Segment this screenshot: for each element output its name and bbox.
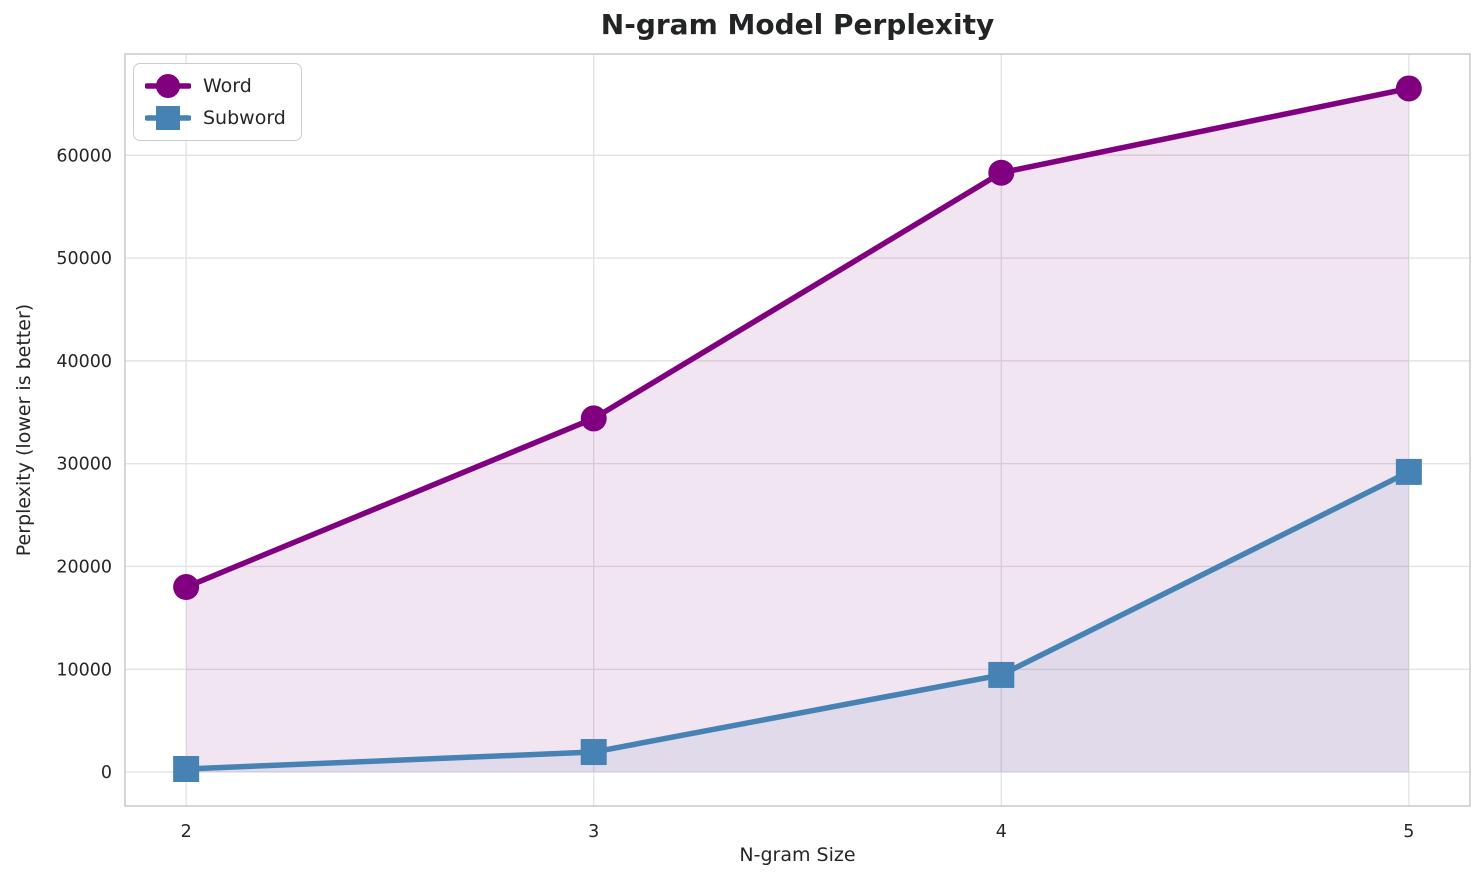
- svg-text:20000: 20000: [56, 557, 112, 577]
- svg-text:0: 0: [101, 763, 112, 783]
- svg-text:4: 4: [996, 822, 1007, 842]
- x-axis-label: N-gram Size: [739, 844, 856, 866]
- fill-areas: [186, 88, 1409, 773]
- svg-text:5: 5: [1403, 822, 1414, 842]
- legend-item-subword: Subword: [145, 103, 286, 133]
- svg-text:10000: 10000: [56, 660, 112, 680]
- legend-label-word: Word: [203, 74, 252, 97]
- y-tick-labels: 0 10000 20000 30000 40000 50000 60000: [56, 146, 112, 783]
- chart-title: N-gram Model Perplexity: [600, 8, 995, 41]
- plot-border: [124, 53, 1471, 807]
- legend-item-word: Word: [145, 71, 286, 101]
- svg-text:2: 2: [181, 822, 192, 842]
- series-subword: [173, 458, 1422, 782]
- svg-text:60000: 60000: [56, 146, 112, 166]
- legend: Word Subword: [133, 63, 302, 141]
- series-word: [173, 75, 1422, 601]
- svg-text:3: 3: [588, 822, 599, 842]
- word-circle-marker-icon: [145, 74, 191, 98]
- legend-label-subword: Subword: [203, 106, 286, 129]
- svg-text:30000: 30000: [56, 455, 112, 475]
- y-axis-label: Perplexity (lower is better): [13, 303, 35, 557]
- subword-square-marker-icon: [145, 106, 191, 130]
- svg-text:40000: 40000: [56, 352, 112, 372]
- x-tick-labels: 2 3 4 5: [181, 822, 1415, 842]
- svg-text:50000: 50000: [56, 249, 112, 269]
